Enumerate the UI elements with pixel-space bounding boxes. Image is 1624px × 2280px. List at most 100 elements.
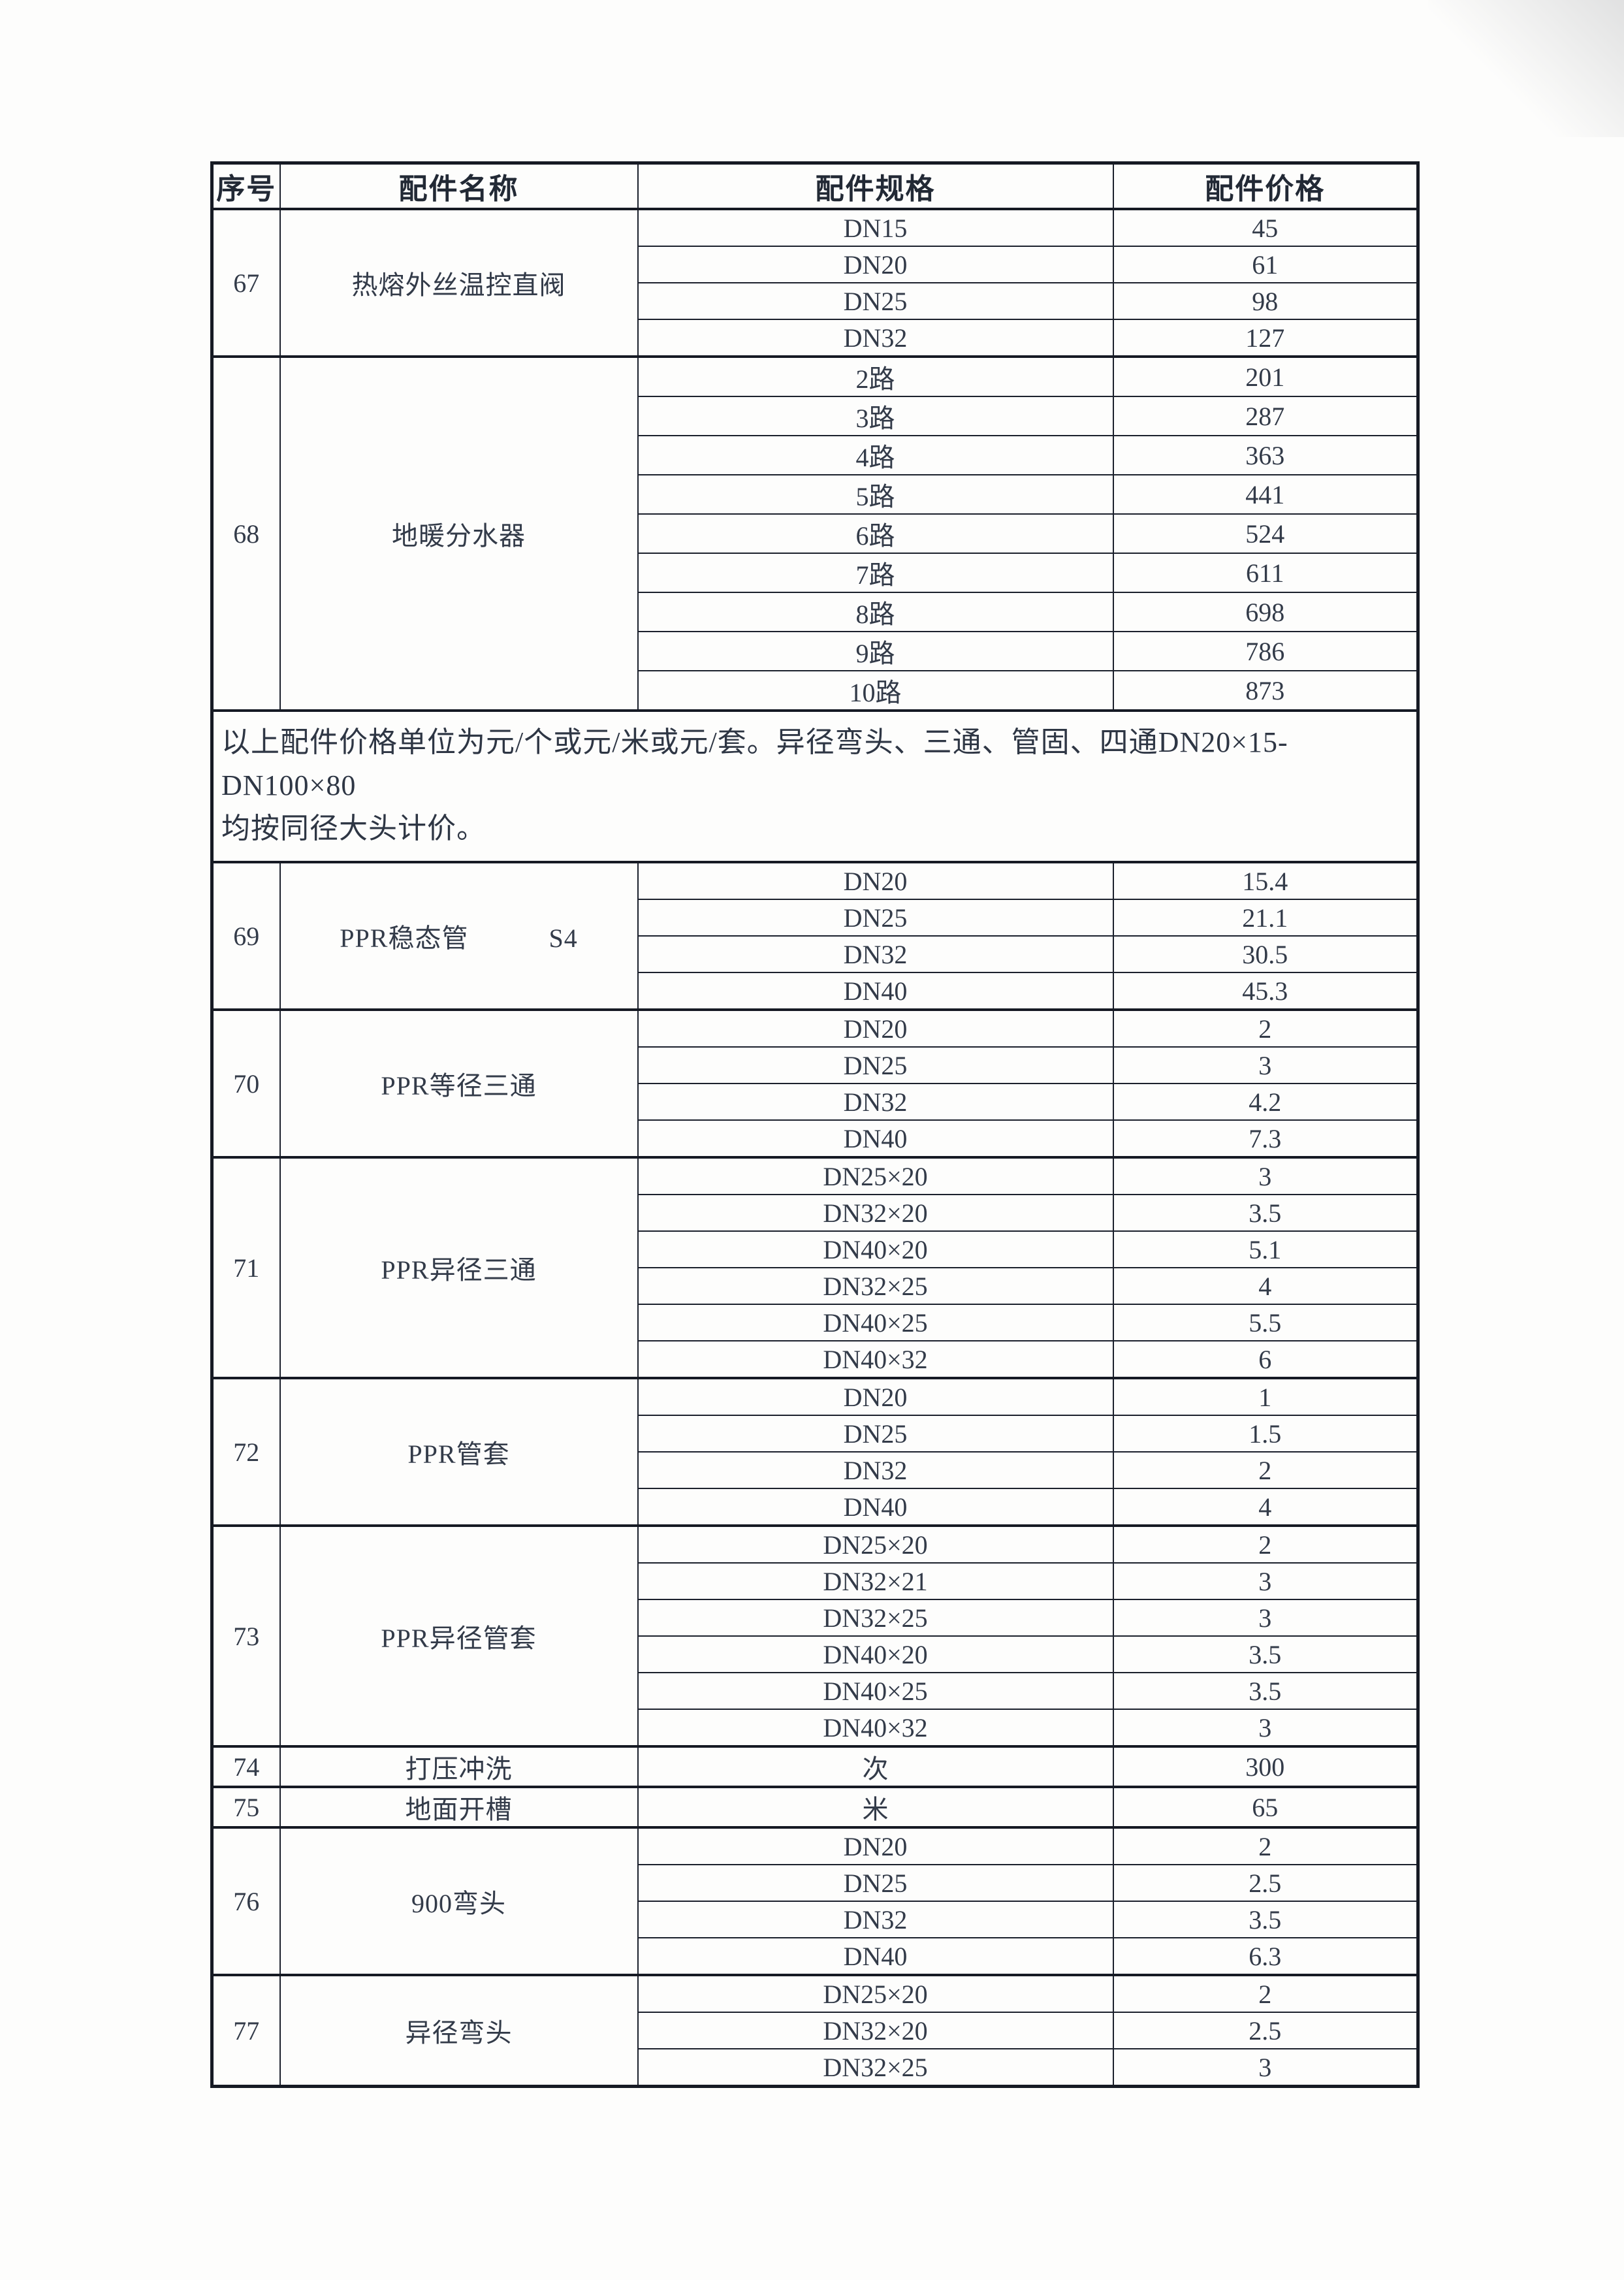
- table-row: DN32 2: [212, 1451, 1419, 1489]
- spec-cell: DN32: [637, 319, 1114, 357]
- price-cell: 6: [1112, 1340, 1419, 1379]
- spec-cell: DN20: [637, 1008, 1114, 1048]
- spec-cell: DN25: [637, 1864, 1114, 1902]
- table-header-row: 序号 配件名称 配件规格 配件价格: [211, 161, 1419, 210]
- table-row: DN40 45.3: [212, 972, 1419, 1010]
- price-cell: 2: [1112, 1008, 1419, 1048]
- note-cell: 以上配件价格单位为元/个或元/米或元/套。异径弯头、三通、管固、四通DN20×1…: [211, 709, 1419, 863]
- price-cell: 6.3: [1112, 1937, 1419, 1976]
- price-cell: 4: [1112, 1267, 1419, 1305]
- spec-cell: 5路: [637, 474, 1114, 515]
- price-cell: 15.4: [1112, 861, 1419, 900]
- spec-cell: 4路: [637, 435, 1114, 475]
- part-name-cell: 地暖分水器: [279, 355, 639, 711]
- table-row: 68 地暖分水器 2路 201: [211, 355, 1419, 711]
- spec-cell: DN25: [637, 1046, 1114, 1084]
- spec-cell: 次: [637, 1745, 1114, 1788]
- price-cell: 1.5: [1112, 1415, 1419, 1453]
- spec-cell: DN40×25: [637, 1304, 1114, 1341]
- table-row: DN25 98: [212, 282, 1419, 320]
- table-row: DN32 4.2: [212, 1083, 1419, 1121]
- table-row: DN40×20 3.5: [212, 1635, 1419, 1673]
- table-body: 67 热熔外丝温控直阀 DN15 45 DN20 61 DN25 98 DN32 127 68 地暖分…: [211, 208, 1419, 2087]
- table-row: DN40×25 5.5: [212, 1304, 1419, 1341]
- part-name-cell: PPR异径管套: [279, 1524, 639, 1747]
- price-cell: 5.1: [1112, 1230, 1419, 1268]
- spec-cell: DN25×20: [637, 1156, 1114, 1195]
- table-row: DN40×25 3.5: [212, 1672, 1419, 1710]
- table-row: DN25 1.5: [212, 1415, 1419, 1453]
- price-cell: 5.5: [1112, 1304, 1419, 1341]
- price-cell: 201: [1112, 355, 1419, 397]
- spec-cell: 8路: [637, 592, 1114, 632]
- row-number-cell: 74: [211, 1745, 281, 1788]
- row-number-cell: 73: [211, 1524, 281, 1747]
- price-cell: 7.3: [1112, 1119, 1419, 1158]
- price-cell: 2.5: [1112, 2012, 1419, 2049]
- part-name-cell: 地面开槽: [279, 1786, 639, 1828]
- table-row: 9路 786: [212, 631, 1419, 671]
- spec-cell: DN40×25: [637, 1672, 1114, 1710]
- spec-cell: DN40: [637, 972, 1114, 1010]
- table-row: 72 PPR管套 DN20 1: [211, 1377, 1419, 1526]
- price-cell: 300: [1112, 1745, 1419, 1788]
- spec-cell: DN20: [637, 246, 1114, 283]
- table-row: DN40×20 5.1: [212, 1230, 1419, 1268]
- table-row: DN32 30.5: [212, 935, 1419, 973]
- row-number-cell: 77: [211, 1974, 281, 2087]
- price-cell: 3: [1112, 1709, 1419, 1747]
- table-row: DN32×25 4: [212, 1267, 1419, 1305]
- price-cell: 30.5: [1112, 935, 1419, 973]
- table-row: 3路 287: [212, 396, 1419, 436]
- table-row: DN32×20 3.5: [212, 1194, 1419, 1232]
- table-row: DN40 7.3: [212, 1119, 1419, 1158]
- note-row: 以上配件价格单位为元/个或元/米或元/套。异径弯头、三通、管固、四通DN20×1…: [211, 709, 1419, 863]
- price-cell: 2: [1112, 1826, 1419, 1865]
- price-cell: 127: [1112, 319, 1419, 357]
- spec-cell: DN20: [637, 1826, 1114, 1865]
- row-number-cell: 70: [211, 1008, 281, 1158]
- spec-cell: DN40×20: [637, 1635, 1114, 1673]
- spec-cell: DN40×32: [637, 1340, 1114, 1379]
- spec-cell: DN40: [637, 1488, 1114, 1526]
- part-name-cell: PPR稳态管 S4: [279, 861, 639, 1010]
- spec-cell: DN15: [637, 208, 1114, 247]
- price-cell: 2: [1112, 1451, 1419, 1489]
- table-row: 10路 873: [212, 670, 1419, 711]
- price-cell: 441: [1112, 474, 1419, 515]
- spec-cell: DN32: [637, 935, 1114, 973]
- price-cell: 3: [1112, 1046, 1419, 1084]
- spec-cell: DN32×25: [637, 2048, 1114, 2087]
- spec-cell: DN25: [637, 1415, 1114, 1453]
- table-row: 6路 524: [212, 513, 1419, 554]
- row-number-cell: 75: [211, 1786, 281, 1828]
- price-cell: 3: [1112, 1562, 1419, 1600]
- row-number-cell: 72: [211, 1377, 281, 1526]
- price-cell: 611: [1112, 553, 1419, 593]
- spec-cell: DN32×21: [637, 1562, 1114, 1600]
- price-cell: 3.5: [1112, 1901, 1419, 1938]
- spec-cell: DN32×20: [637, 2012, 1114, 2049]
- table-row: DN32×21 3: [212, 1562, 1419, 1600]
- row-number-cell: 76: [211, 1826, 281, 1976]
- spec-cell: 米: [637, 1786, 1114, 1828]
- table-row: DN40 6.3: [212, 1937, 1419, 1976]
- price-cell: 21.1: [1112, 899, 1419, 937]
- table-row: 75 地面开槽米 65: [211, 1786, 1419, 1828]
- table-row: DN32 3.5: [212, 1901, 1419, 1938]
- price-cell: 98: [1112, 282, 1419, 320]
- price-cell: 4: [1112, 1488, 1419, 1526]
- spec-cell: DN25×20: [637, 1524, 1114, 1564]
- spec-cell: 2路: [637, 355, 1114, 397]
- header-part-name: 配件名称: [279, 161, 639, 210]
- price-cell: 1: [1112, 1377, 1419, 1416]
- spec-cell: DN20: [637, 1377, 1114, 1416]
- spec-cell: DN40: [637, 1937, 1114, 1976]
- table-row: DN25 3: [212, 1046, 1419, 1084]
- price-cell: 3.5: [1112, 1194, 1419, 1232]
- header-serial-number: 序号: [211, 161, 281, 210]
- table-row: DN40×32 3: [212, 1709, 1419, 1747]
- table-row: 4路 363: [212, 435, 1419, 475]
- price-cell: 2: [1112, 1524, 1419, 1564]
